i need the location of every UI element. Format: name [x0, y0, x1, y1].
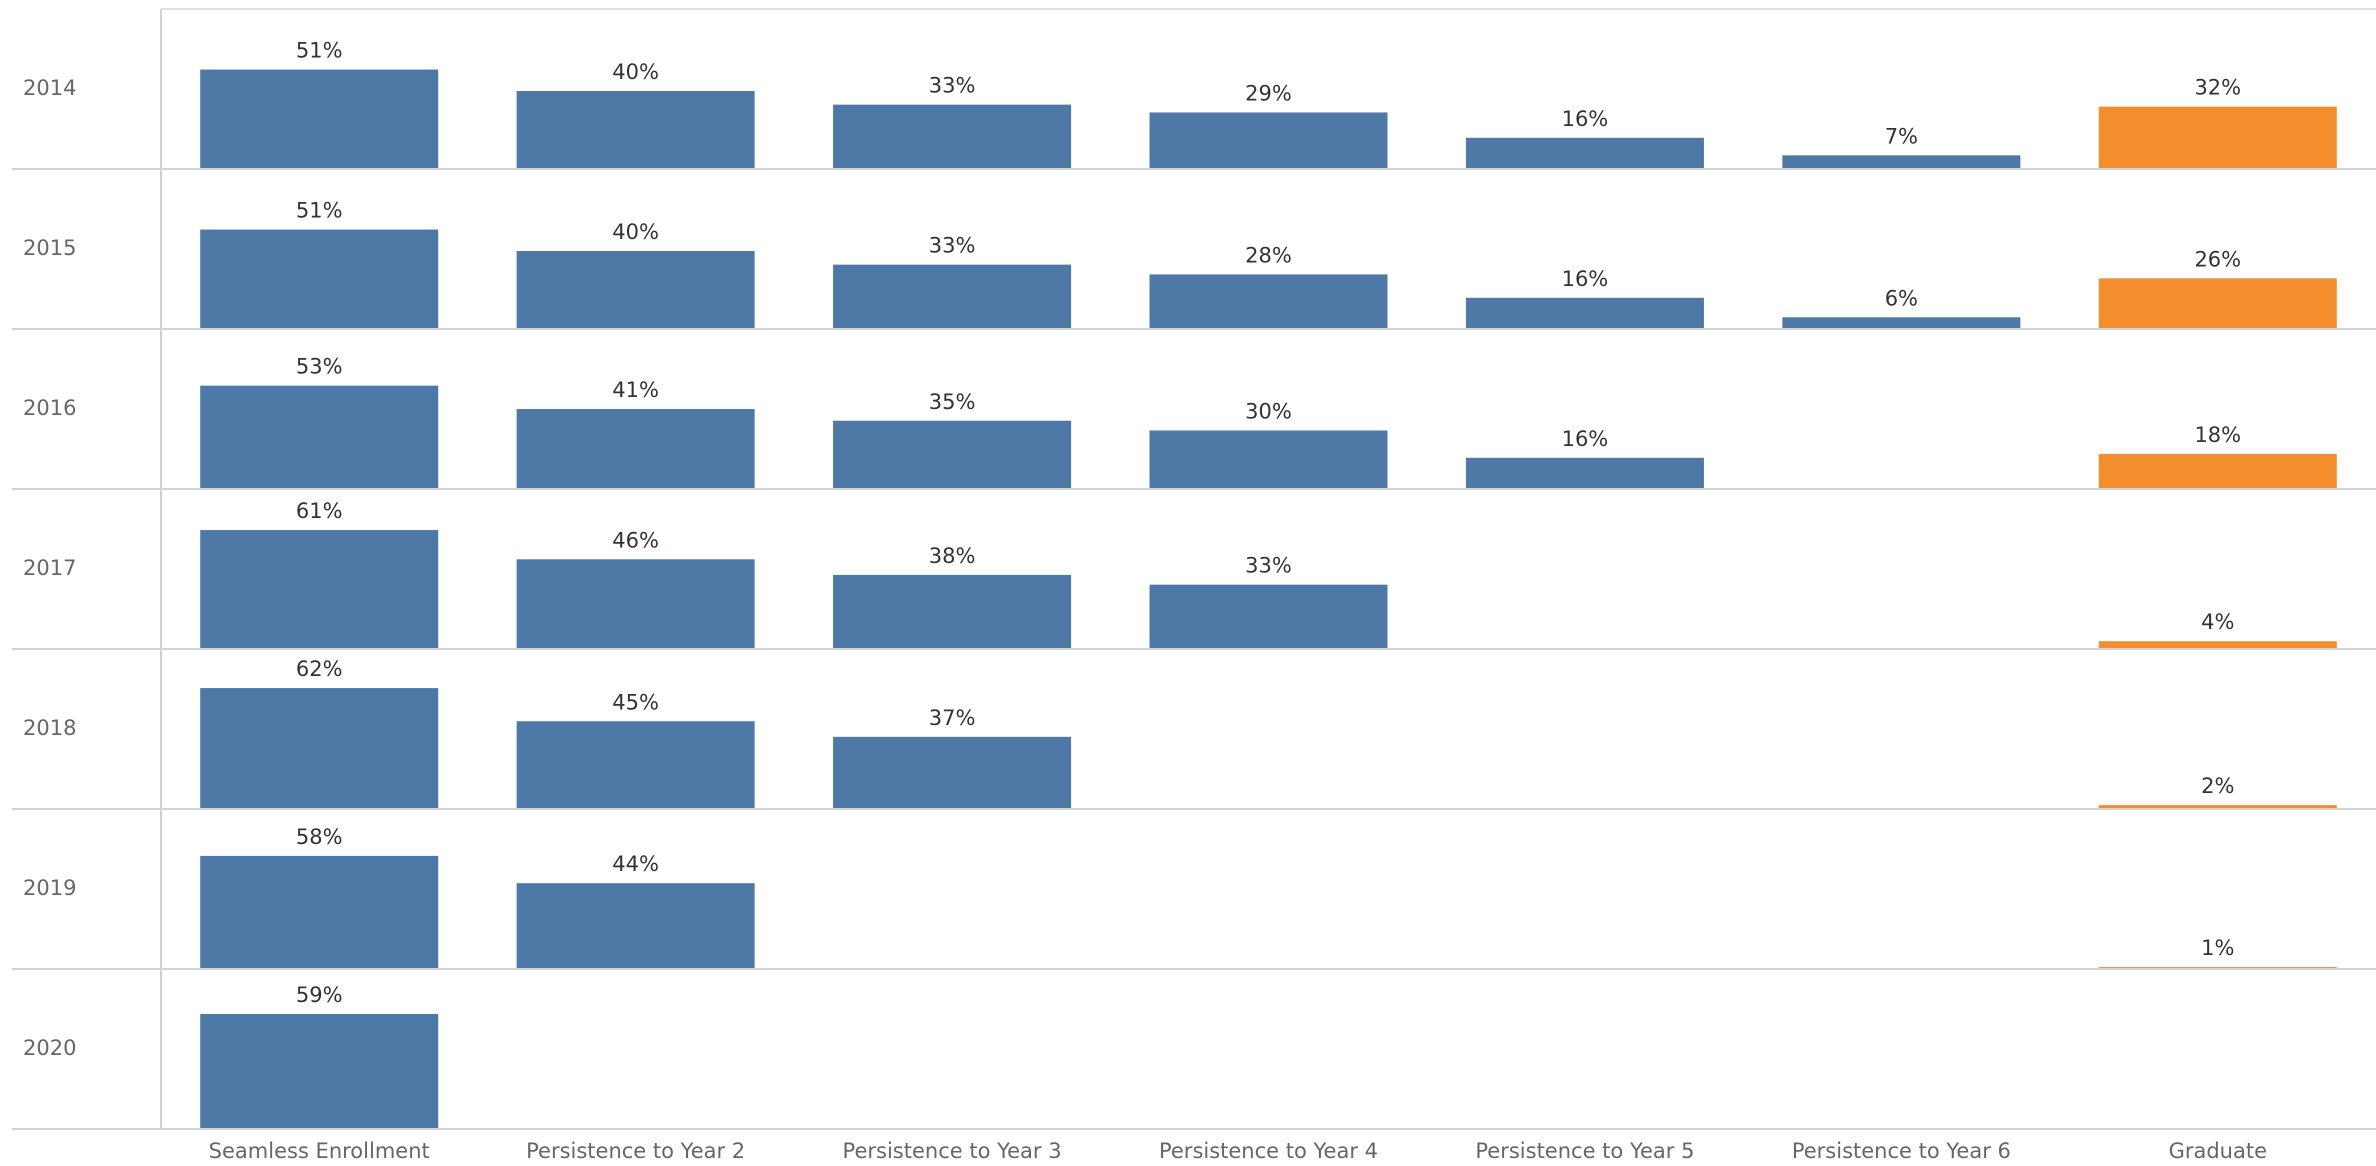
value-label: 59% [296, 983, 343, 1007]
value-label: 40% [612, 60, 659, 84]
x-tick-label: Persistence to Year 3 [843, 1139, 1062, 1163]
bar [2098, 805, 2337, 809]
value-label: 28% [1245, 243, 1292, 267]
bar [200, 1013, 439, 1129]
bar [1149, 112, 1388, 169]
bar [516, 409, 755, 489]
bar [1149, 584, 1388, 649]
bar [1149, 430, 1388, 489]
bar [2098, 641, 2337, 649]
x-tick-label: Persistence to Year 2 [526, 1139, 745, 1163]
value-label: 18% [2194, 423, 2241, 447]
value-label: 33% [929, 74, 976, 98]
value-label: 30% [1245, 400, 1292, 424]
value-label: 33% [1245, 554, 1292, 578]
row-label: 2018 [23, 716, 76, 740]
value-label: 41% [612, 378, 659, 402]
value-label: 46% [612, 528, 659, 552]
row-label: 2014 [23, 76, 76, 100]
value-label: 1% [2201, 936, 2234, 960]
value-label: 6% [1885, 286, 1918, 310]
bar [2098, 106, 2337, 169]
bar [2098, 453, 2337, 489]
x-tick-label: Persistence to Year 5 [1475, 1139, 1694, 1163]
value-label: 62% [296, 657, 343, 681]
x-tick-label: Seamless Enrollment [209, 1139, 430, 1163]
value-label: 44% [612, 852, 659, 876]
x-tick-label: Graduate [2169, 1139, 2267, 1163]
value-label: 4% [2201, 610, 2234, 634]
bar [2098, 278, 2337, 329]
value-label: 51% [296, 199, 343, 223]
bar [833, 736, 1072, 809]
value-label: 33% [929, 234, 976, 258]
value-label: 45% [612, 690, 659, 714]
bar [1465, 457, 1704, 489]
row-label: 2016 [23, 396, 76, 420]
bar [200, 688, 439, 809]
bar [516, 251, 755, 329]
value-label: 61% [296, 499, 343, 523]
bar [200, 855, 439, 969]
bar [516, 883, 755, 969]
x-tick-label: Persistence to Year 4 [1159, 1139, 1378, 1163]
bar [833, 104, 1072, 169]
row-label: 2020 [23, 1036, 76, 1060]
value-label: 7% [1885, 124, 1918, 148]
bar [200, 229, 439, 329]
value-label: 32% [2194, 76, 2241, 100]
value-label: 58% [296, 825, 343, 849]
value-label: 16% [1562, 427, 1609, 451]
bar [1782, 317, 2021, 329]
value-label: 16% [1562, 107, 1609, 131]
value-label: 53% [296, 355, 343, 379]
value-label: 37% [929, 706, 976, 730]
bar [833, 574, 1072, 649]
bar [1465, 137, 1704, 169]
bar [1782, 155, 2021, 169]
value-label: 40% [612, 220, 659, 244]
row-label: 2015 [23, 236, 76, 260]
value-label: 35% [929, 390, 976, 414]
value-label: 38% [929, 544, 976, 568]
value-label: 26% [2194, 247, 2241, 271]
bar [833, 420, 1072, 489]
bar [200, 530, 439, 649]
bar [516, 91, 755, 169]
row-label: 2019 [23, 876, 76, 900]
value-label: 29% [1245, 81, 1292, 105]
bar [833, 264, 1072, 329]
bar [1149, 274, 1388, 329]
bar [1465, 297, 1704, 329]
row-label: 2017 [23, 556, 76, 580]
bar [516, 721, 755, 809]
bar [200, 385, 439, 489]
bar [516, 559, 755, 649]
x-tick-label: Persistence to Year 6 [1792, 1139, 2011, 1163]
value-label: 51% [296, 39, 343, 63]
value-label: 16% [1562, 267, 1609, 291]
bar [200, 69, 439, 169]
value-label: 2% [2201, 774, 2234, 798]
